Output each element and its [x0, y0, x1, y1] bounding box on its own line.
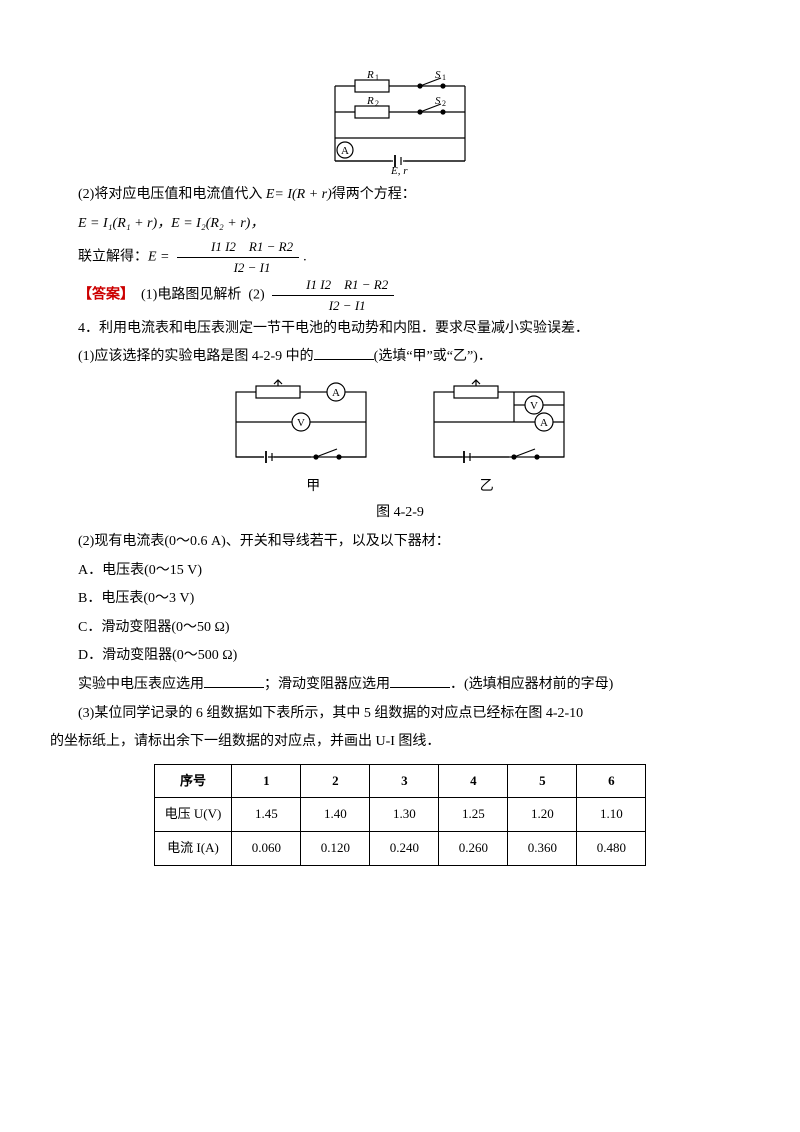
table-cell: 0.260 [439, 832, 508, 866]
label-jia: 甲 [228, 474, 398, 501]
q4-p1-b: (选填“甲”或“乙”)． [374, 349, 492, 364]
table-cell: 0.060 [232, 832, 301, 866]
solve-prefix: 联立解得： [78, 250, 148, 265]
table-cell: 0.480 [577, 832, 646, 866]
table-header: 5 [508, 764, 577, 798]
circuit1-svg: R 1 S 1 R 2 S 2 A E, r [315, 66, 485, 176]
solve-num: I1 I2 R1 − R2 [177, 239, 299, 258]
table-header: 1 [232, 764, 301, 798]
q4p2-D: D．滑动变阻器(0～500 Ω) [50, 643, 750, 670]
q4-p1-a: (1)应该选择的实验电路是图 4-2-9 中的 [78, 349, 314, 364]
table-header: 2 [301, 764, 370, 798]
table-cell: 1.10 [577, 798, 646, 832]
answer-den: I2 − I1 [272, 296, 394, 314]
svg-text:2: 2 [375, 99, 379, 108]
para-2: (2)将对应电压值和电流值代入 E= I(R + r)得两个方程： [50, 182, 750, 209]
svg-text:R: R [366, 69, 374, 81]
solve-line: 联立解得：E = I1 I2 R1 − R2 I2 − I1 . [50, 239, 750, 275]
answer-frac: I1 I2 R1 − R2 I2 − I1 [272, 277, 394, 313]
svg-text:A: A [540, 417, 548, 429]
svg-text:1: 1 [375, 73, 379, 82]
para2-prefix: (2)将对应电压值和电流值代入 [78, 187, 266, 202]
solve-E: E = [148, 250, 170, 265]
table-cell: 0.240 [370, 832, 439, 866]
label-yi: 乙 [402, 474, 572, 501]
para2-suffix: 得两个方程： [332, 187, 416, 202]
q4p2-C: C．滑动变阻器(0～50 Ω) [50, 615, 750, 642]
para2-eq-rhs: = I(R + r) [274, 187, 331, 202]
circuit-diagram-1: R 1 S 1 R 2 S 2 A E, r [50, 66, 750, 176]
blank-1[interactable] [314, 345, 374, 360]
solve-frac: I1 I2 R1 − R2 I2 − I1 [177, 239, 299, 275]
fig-4-2-9: A V V A [50, 377, 750, 472]
q4p3-b: 的坐标纸上，请标出余下一组数据的对应点，并画出 U-I 图线． [50, 729, 750, 756]
q4p2-B: B．电压表(0～3 V) [50, 586, 750, 613]
q4p2-line-b: ；滑动变阻器应选用 [264, 677, 390, 692]
svg-text:S: S [435, 95, 441, 107]
table-cell: 0.120 [301, 832, 370, 866]
data-table: 序号 1 2 3 4 5 6 电压 U(V) 1.45 1.40 1.30 1.… [154, 764, 647, 866]
svg-text:A: A [341, 145, 349, 157]
answer-num: I1 I2 R1 − R2 [272, 277, 394, 296]
eq-line-text: E = I₁(R₁ + r)，E = I₂(R₂ + r)， [78, 216, 264, 231]
table-header: 6 [577, 764, 646, 798]
answer-label: 【答案】 [78, 288, 134, 303]
table-cell: 1.30 [370, 798, 439, 832]
blank-2[interactable] [204, 673, 264, 688]
circuit-jia: A V [216, 377, 386, 472]
answer-p1: (1)电路图见解析 [141, 288, 241, 303]
blank-3[interactable] [390, 673, 450, 688]
table-cell: 电流 I(A) [154, 832, 232, 866]
q4p2-line-a: 实验中电压表应选用 [78, 677, 204, 692]
circuit-yi: V A [414, 377, 584, 472]
answer-line: 【答案】 (1)电路图见解析 (2) I1 I2 R1 − R2 I2 − I1 [50, 277, 750, 313]
table-row: 电压 U(V) 1.45 1.40 1.30 1.25 1.20 1.10 [154, 798, 646, 832]
q4-intro: 4．利用电流表和电压表测定一节干电池的电动势和内阻．要求尽量减小实验误差． [50, 316, 750, 343]
fig-429-labels: 甲 乙 [50, 474, 750, 501]
svg-text:S: S [435, 69, 441, 81]
q4p3-a: (3)某位同学记录的 6 组数据如下表所示，其中 5 组数据的对应点已经标在图 … [50, 701, 750, 728]
table-header-row: 序号 1 2 3 4 5 6 [154, 764, 646, 798]
table-cell: 1.40 [301, 798, 370, 832]
eq-line: E = I₁(R₁ + r)，E = I₂(R₂ + r)， [50, 211, 750, 238]
table-row: 电流 I(A) 0.060 0.120 0.240 0.260 0.360 0.… [154, 832, 646, 866]
fig-429-caption: 图 4-2-9 [50, 500, 750, 527]
q4p2-A: A．电压表(0～15 V) [50, 558, 750, 585]
table-cell: 电压 U(V) [154, 798, 232, 832]
table-cell: 1.25 [439, 798, 508, 832]
svg-text:A: A [332, 387, 340, 399]
table-cell: 1.20 [508, 798, 577, 832]
svg-text:2: 2 [442, 99, 446, 108]
table-cell: 1.45 [232, 798, 301, 832]
table-header: 序号 [154, 764, 232, 798]
answer-p2: (2) [248, 288, 264, 303]
q4p2-intro: (2)现有电流表(0～0.6 A)、开关和导线若干，以及以下器材： [50, 529, 750, 556]
table-header: 3 [370, 764, 439, 798]
table-cell: 0.360 [508, 832, 577, 866]
solve-suffix: . [303, 250, 307, 265]
svg-text:1: 1 [442, 73, 446, 82]
table-header: 4 [439, 764, 508, 798]
svg-text:V: V [530, 400, 538, 412]
q4p2-fill: 实验中电压表应选用 ；滑动变阻器应选用 ．(选填相应器材前的字母) [50, 672, 750, 699]
q4-p1: (1)应该选择的实验电路是图 4-2-9 中的 (选填“甲”或“乙”)． [50, 344, 750, 371]
svg-text:E, r: E, r [390, 165, 408, 176]
svg-text:V: V [297, 417, 305, 429]
q4p2-line-c: ．(选填相应器材前的字母) [450, 677, 613, 692]
svg-text:R: R [366, 95, 374, 107]
solve-den: I2 − I1 [177, 258, 299, 276]
